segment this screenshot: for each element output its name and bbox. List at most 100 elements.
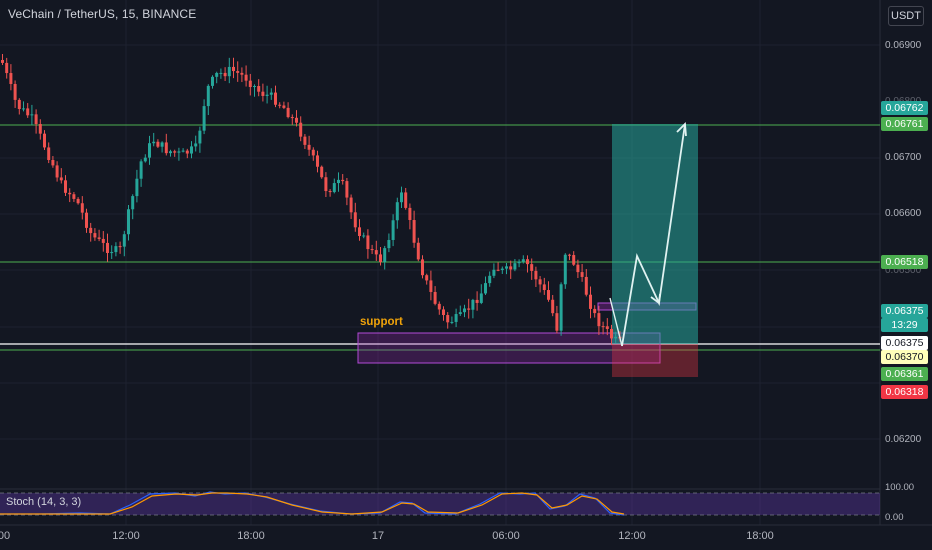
candle-body (114, 246, 118, 253)
support-label[interactable]: support (360, 316, 403, 328)
candle-body (122, 234, 126, 247)
candle-body (337, 179, 340, 184)
candle-body (454, 314, 458, 322)
candle-body (500, 268, 504, 271)
candle-body (295, 117, 298, 123)
candle-body (391, 220, 395, 240)
candle-body (5, 62, 9, 74)
candle-body (101, 238, 105, 243)
price-tag-support: 0.06361 (881, 367, 928, 381)
candle-body (303, 136, 307, 145)
candle-body (463, 308, 466, 313)
price-tag-last: 0.06375 (881, 304, 928, 318)
candle-body (9, 73, 13, 84)
candle-body (248, 80, 252, 87)
candle-body (232, 66, 235, 72)
candle-body (257, 86, 261, 92)
candle-body (206, 85, 210, 107)
candle-body (530, 264, 534, 271)
candle-body (492, 269, 496, 276)
candle-body (433, 291, 437, 304)
countdown-tag: 13:29 (881, 318, 928, 332)
candle-body (13, 83, 17, 100)
candle-body (442, 309, 445, 316)
candle-body (534, 270, 538, 280)
candle-body (110, 252, 114, 254)
support-zone-box[interactable] (357, 332, 661, 364)
candle-body (400, 192, 403, 203)
candle-body (475, 299, 479, 303)
candle-body (156, 141, 160, 147)
candle-body (38, 124, 42, 134)
candle-body (479, 293, 483, 303)
candle-body (551, 299, 555, 314)
candle-body (425, 275, 429, 281)
stoch-indicator-label[interactable]: Stoch (14, 3, 3) (6, 496, 82, 508)
candle-body (374, 250, 378, 255)
candle-body (572, 255, 576, 265)
candle-body (93, 233, 97, 238)
candle-body (253, 86, 256, 88)
candle-body (366, 235, 370, 250)
candle-body (80, 203, 84, 213)
candle-body (324, 177, 328, 192)
price-tick: 0.06600 (885, 208, 922, 219)
candle-body (173, 151, 177, 153)
stoch-band (0, 493, 880, 515)
projection-arrowhead-mid (650, 293, 661, 305)
candle-body (387, 239, 391, 249)
candle-body (202, 106, 206, 131)
candle-body (97, 237, 101, 239)
candle-body (496, 269, 500, 271)
candle-body (437, 303, 441, 310)
candle-body (85, 212, 88, 228)
candle-body (517, 261, 521, 264)
candle-body (143, 157, 147, 162)
candle-body (240, 72, 244, 75)
currency-button[interactable]: USDT (888, 6, 924, 26)
candle-body (51, 159, 55, 166)
candle-body (152, 141, 156, 144)
stoch-tick: 100.00 (885, 482, 915, 493)
candle-body (404, 192, 408, 208)
candle-body (593, 308, 597, 314)
candle-body (169, 151, 172, 154)
candle-body (328, 191, 332, 193)
projection-path[interactable] (621, 123, 686, 347)
candle-body (601, 326, 605, 328)
candle-body (68, 192, 72, 195)
candle-body (307, 144, 311, 150)
candle-body (345, 181, 349, 198)
candle-body (261, 91, 265, 96)
candle-body (379, 254, 382, 263)
candle-body (282, 105, 286, 108)
candle-body (362, 235, 366, 237)
candle-body (181, 150, 185, 152)
candle-body (605, 326, 609, 329)
candle-body (135, 178, 139, 197)
candle-body (349, 197, 353, 213)
time-tick: 00 (0, 530, 11, 542)
candle-body (421, 259, 424, 276)
time-tick: 18:00 (746, 530, 774, 542)
candle-body (370, 249, 374, 251)
candle-body (131, 196, 135, 210)
candle-body (17, 99, 21, 110)
long-position-target-zone[interactable] (612, 124, 698, 344)
long-position-stop-zone[interactable] (612, 344, 698, 377)
candle-body (244, 74, 248, 81)
candle-body (55, 165, 59, 178)
candle-body (160, 142, 164, 147)
time-tick: 18:00 (237, 530, 265, 542)
candle-body (555, 313, 559, 331)
candle-body (286, 107, 290, 118)
candle-body (211, 76, 214, 86)
candle-body (299, 122, 303, 137)
candle-body (227, 66, 231, 77)
candle-body (597, 313, 601, 327)
candle-body (265, 94, 269, 96)
candle-body (450, 321, 454, 323)
candle-body (64, 180, 67, 193)
projection-arrowhead (676, 121, 687, 137)
